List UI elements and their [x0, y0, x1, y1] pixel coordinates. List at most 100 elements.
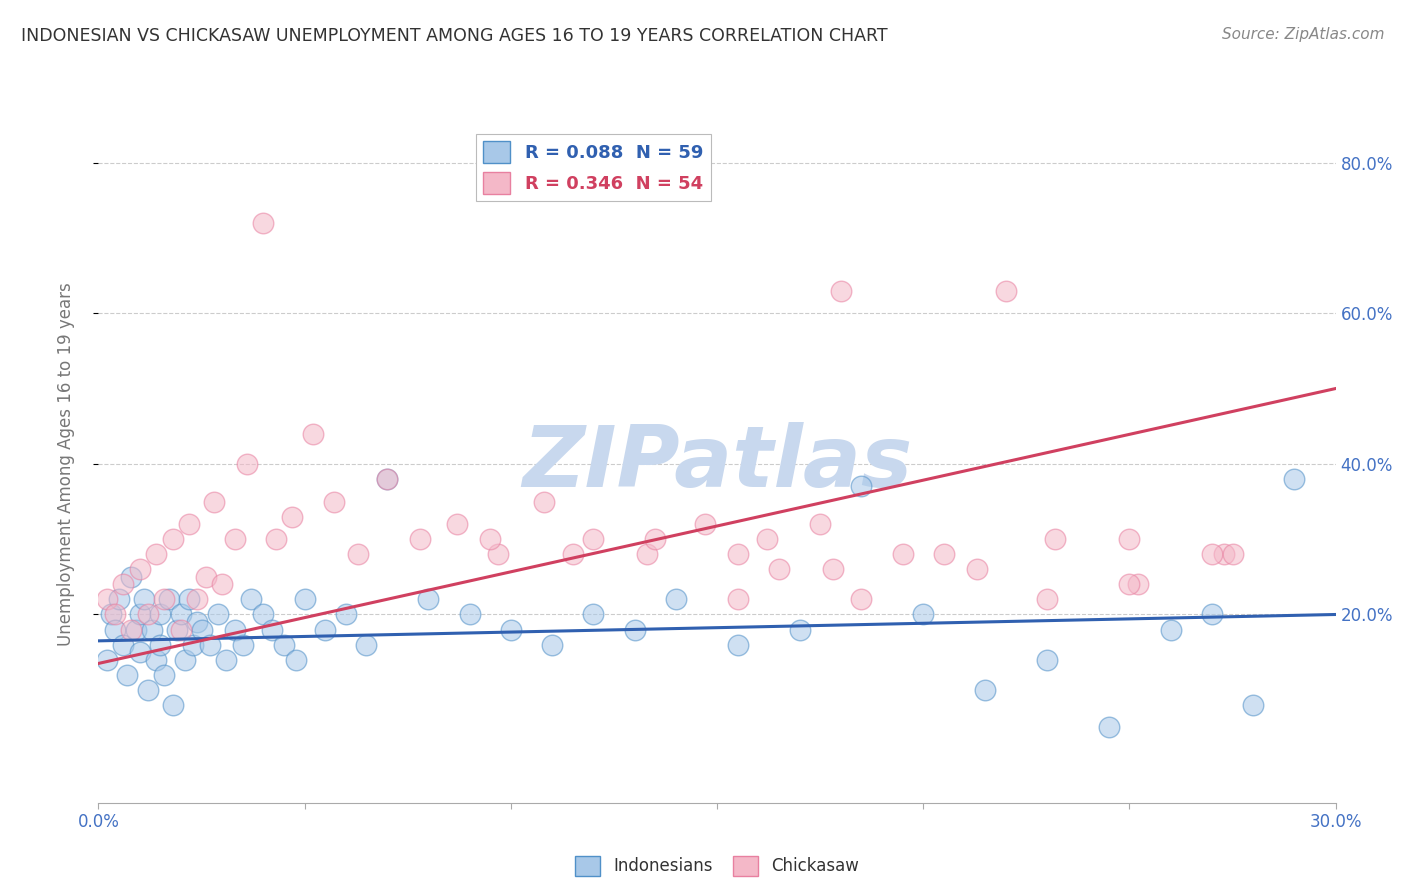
Point [264, 532, 287, 546]
Point [198, 638, 221, 652]
Point [273, 638, 295, 652]
Point [128, 562, 150, 576]
Point [224, 532, 246, 546]
Point [132, 592, 155, 607]
Point [179, 517, 201, 532]
Point [912, 607, 935, 622]
Point [112, 638, 135, 652]
Point [128, 645, 150, 659]
Point [488, 547, 510, 561]
Point [561, 547, 583, 561]
Point [322, 494, 344, 508]
Point [994, 284, 1017, 298]
Point [636, 547, 658, 561]
Point [335, 607, 357, 622]
Point [693, 517, 716, 532]
Point [1126, 577, 1149, 591]
Point [458, 607, 481, 622]
Point [153, 592, 176, 607]
Point [120, 570, 142, 584]
Point [418, 592, 440, 607]
Point [157, 592, 180, 607]
Point [499, 623, 522, 637]
Point [117, 667, 139, 681]
Point [170, 607, 193, 622]
Point [149, 638, 172, 652]
Point [1222, 547, 1244, 561]
Point [1201, 547, 1223, 561]
Point [128, 607, 150, 622]
Point [1160, 623, 1182, 637]
Point [1118, 532, 1140, 546]
Y-axis label: Unemployment Among Ages 16 to 19 years: Unemployment Among Ages 16 to 19 years [56, 282, 75, 646]
Point [347, 547, 370, 561]
Point [141, 623, 163, 637]
Point [104, 607, 127, 622]
Point [224, 623, 246, 637]
Point [1201, 607, 1223, 622]
Point [179, 592, 201, 607]
Point [789, 623, 811, 637]
Point [149, 607, 172, 622]
Point [153, 667, 176, 681]
Point [1036, 592, 1059, 607]
Point [252, 607, 274, 622]
Point [644, 532, 666, 546]
Point [582, 532, 605, 546]
Point [104, 623, 127, 637]
Point [281, 509, 304, 524]
Text: INDONESIAN VS CHICKASAW UNEMPLOYMENT AMONG AGES 16 TO 19 YEARS CORRELATION CHART: INDONESIAN VS CHICKASAW UNEMPLOYMENT AMO… [21, 27, 887, 45]
Point [252, 216, 274, 230]
Point [162, 532, 184, 546]
Point [1241, 698, 1264, 712]
Point [665, 592, 688, 607]
Point [108, 592, 131, 607]
Point [100, 607, 122, 622]
Point [541, 638, 564, 652]
Point [830, 284, 852, 298]
Point [145, 547, 167, 561]
Point [162, 698, 184, 712]
Point [966, 562, 988, 576]
Point [112, 577, 135, 591]
Point [190, 623, 212, 637]
Point [186, 592, 208, 607]
Point [202, 494, 225, 508]
Point [1213, 547, 1236, 561]
Point [240, 592, 263, 607]
Point [294, 592, 316, 607]
Text: Source: ZipAtlas.com: Source: ZipAtlas.com [1222, 27, 1385, 42]
Point [314, 623, 336, 637]
Point [166, 623, 188, 637]
Point [375, 472, 398, 486]
Point [727, 592, 749, 607]
Point [211, 577, 233, 591]
Point [1036, 653, 1059, 667]
Point [236, 457, 259, 471]
Point [727, 638, 749, 652]
Point [623, 623, 645, 637]
Point [260, 623, 283, 637]
Point [302, 426, 325, 441]
Point [124, 623, 146, 637]
Point [851, 479, 873, 493]
Point [207, 607, 229, 622]
Point [1098, 721, 1121, 735]
Point [479, 532, 502, 546]
Point [285, 653, 308, 667]
Point [727, 547, 749, 561]
Point [215, 653, 238, 667]
Point [446, 517, 468, 532]
Point [1284, 472, 1306, 486]
Point [1045, 532, 1067, 546]
Point [533, 494, 555, 508]
Point [409, 532, 432, 546]
Point [891, 547, 914, 561]
Point [932, 547, 955, 561]
Point [356, 638, 378, 652]
Point [582, 607, 605, 622]
Legend: Indonesians, Chickasaw: Indonesians, Chickasaw [568, 849, 866, 882]
Point [96, 653, 118, 667]
Point [808, 517, 831, 532]
Point [851, 592, 873, 607]
